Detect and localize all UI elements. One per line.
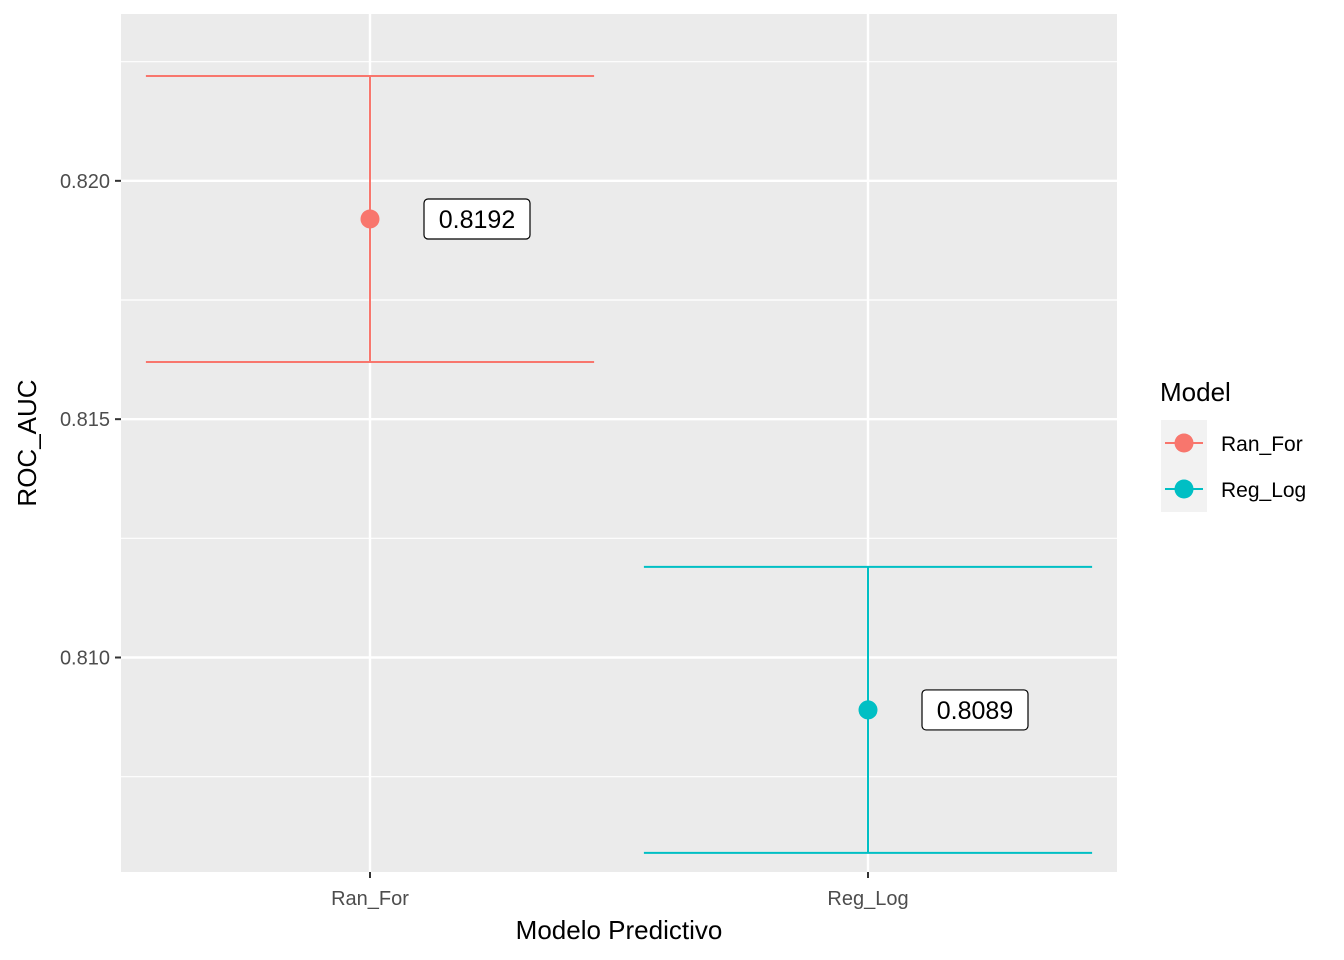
- x-tick-label: Ran_For: [331, 888, 409, 910]
- legend-key-point: [1174, 433, 1194, 453]
- y-tick-label: 0.815: [60, 409, 110, 431]
- y-axis: 0.810 0.815 0.820: [60, 171, 121, 670]
- data-label-box: [423, 198, 531, 240]
- minor-grid: [121, 61, 1117, 778]
- mean-point: [858, 700, 878, 720]
- mean-point: [360, 209, 380, 229]
- x-tick-label: Reg_Log: [827, 888, 908, 910]
- y-tick-label: 0.810: [60, 648, 110, 670]
- legend: Model Ran_For Reg_Log: [1160, 377, 1306, 512]
- x-axis-title: Modelo Predictivo: [516, 915, 723, 945]
- legend-entry-Ran_For: Ran_For: [1161, 420, 1303, 466]
- data-label: 0.8089: [937, 697, 1013, 725]
- legend-key-point: [1174, 479, 1194, 499]
- legend-label: Ran_For: [1221, 433, 1303, 456]
- y-tick-label: 0.820: [60, 171, 110, 193]
- y-axis-title: ROC_AUC: [12, 379, 42, 506]
- plot-panel: [121, 14, 1117, 872]
- legend-label: Reg_Log: [1221, 479, 1306, 502]
- x-axis: Ran_For Reg_Log: [331, 872, 909, 910]
- chart-marks: 0.8192 0.8089: [145, 74, 1093, 854]
- data-label-box: [921, 689, 1029, 731]
- series-Reg_Log: 0.8089: [643, 565, 1093, 854]
- series-Ran_For: 0.8192: [145, 74, 595, 363]
- legend-entry-Reg_Log: Reg_Log: [1161, 466, 1306, 512]
- legend-title: Model: [1160, 377, 1231, 407]
- data-label: 0.8192: [439, 206, 515, 234]
